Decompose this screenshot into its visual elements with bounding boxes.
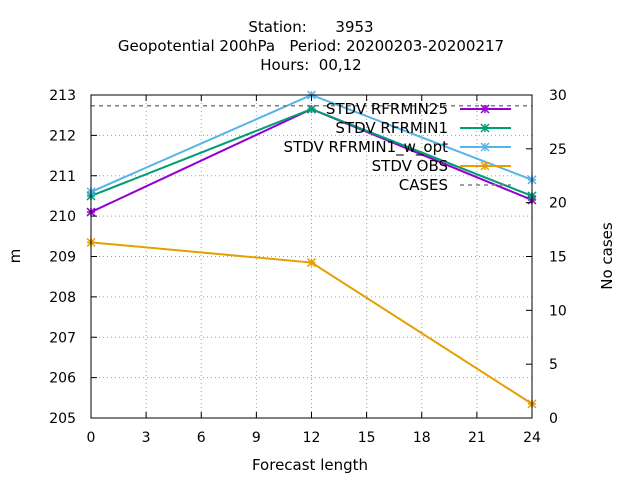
- title-line-3: Hours: 00,12: [260, 56, 361, 74]
- y-tick-label: 206: [49, 371, 76, 387]
- y-tick-label: 212: [49, 128, 76, 144]
- y2-tick-label: 25: [549, 142, 567, 158]
- legend-label-cases: CASES: [399, 176, 448, 194]
- legend-entry-stdv-obs: STDV OBS: [372, 157, 511, 175]
- legend-entry-stdv-rfrmin1: STDV RFRMIN1: [335, 119, 511, 137]
- y2-tick-label: 5: [549, 357, 558, 373]
- y-tick-label: 213: [49, 88, 76, 104]
- legend-label-stdv-rfrmin1: STDV RFRMIN1: [335, 119, 448, 137]
- legend-entry-stdv-rfrmin1-w-opt: STDV RFRMIN1_w_opt: [284, 138, 511, 157]
- y-tick-label: 209: [49, 250, 76, 266]
- y2-tick-label: 20: [549, 196, 567, 212]
- legend-label-stdv-rfrmin1-w-opt: STDV RFRMIN1_w_opt: [284, 138, 449, 157]
- y2-tick-label: 30: [549, 88, 567, 104]
- y2-tick-label: 15: [549, 250, 567, 266]
- y2-axis-label: No cases: [598, 222, 616, 290]
- y-axis-label: m: [6, 249, 24, 264]
- legend-entry-cases: CASES: [399, 176, 511, 194]
- x-tick-label: 0: [87, 430, 96, 446]
- legend-label-stdv-rfrmin25: STDV RFRMIN25: [326, 100, 448, 118]
- x-tick-label: 9: [252, 430, 261, 446]
- y-tick-label: 207: [49, 330, 76, 346]
- x-axis-label: Forecast length: [252, 456, 368, 474]
- title-line-2: Geopotential 200hPa Period: 20200203-202…: [118, 37, 504, 55]
- x-tick-label: 21: [468, 430, 486, 446]
- x-tick-label: 6: [197, 430, 206, 446]
- series-line-stdv-rfrmin25: [90, 108, 533, 213]
- x-tick-label: 12: [303, 430, 321, 446]
- y2-tick-label: 0: [549, 411, 558, 427]
- y2-tick-label: 10: [549, 303, 567, 319]
- series-stdv-rfrmin1: [86, 104, 537, 201]
- y-tick-label: 210: [49, 209, 76, 225]
- x-tick-label: 18: [413, 430, 431, 446]
- y-tick-label: 205: [49, 411, 76, 427]
- x-tick-label: 24: [523, 430, 541, 446]
- legend-entry-stdv-rfrmin25: STDV RFRMIN25: [326, 100, 511, 118]
- ticks: 0 3 6 9 12 15 18 21 2420520620720820921021121221…: [49, 88, 567, 446]
- y-tick-label: 211: [49, 169, 76, 185]
- x-tick-label: 3: [142, 430, 151, 446]
- grid: [91, 95, 532, 418]
- y-tick-label: 208: [49, 290, 76, 306]
- x-tick-label: 15: [358, 430, 376, 446]
- title-line-1: Station: 3953: [248, 18, 373, 36]
- legend-label-stdv-obs: STDV OBS: [372, 157, 448, 175]
